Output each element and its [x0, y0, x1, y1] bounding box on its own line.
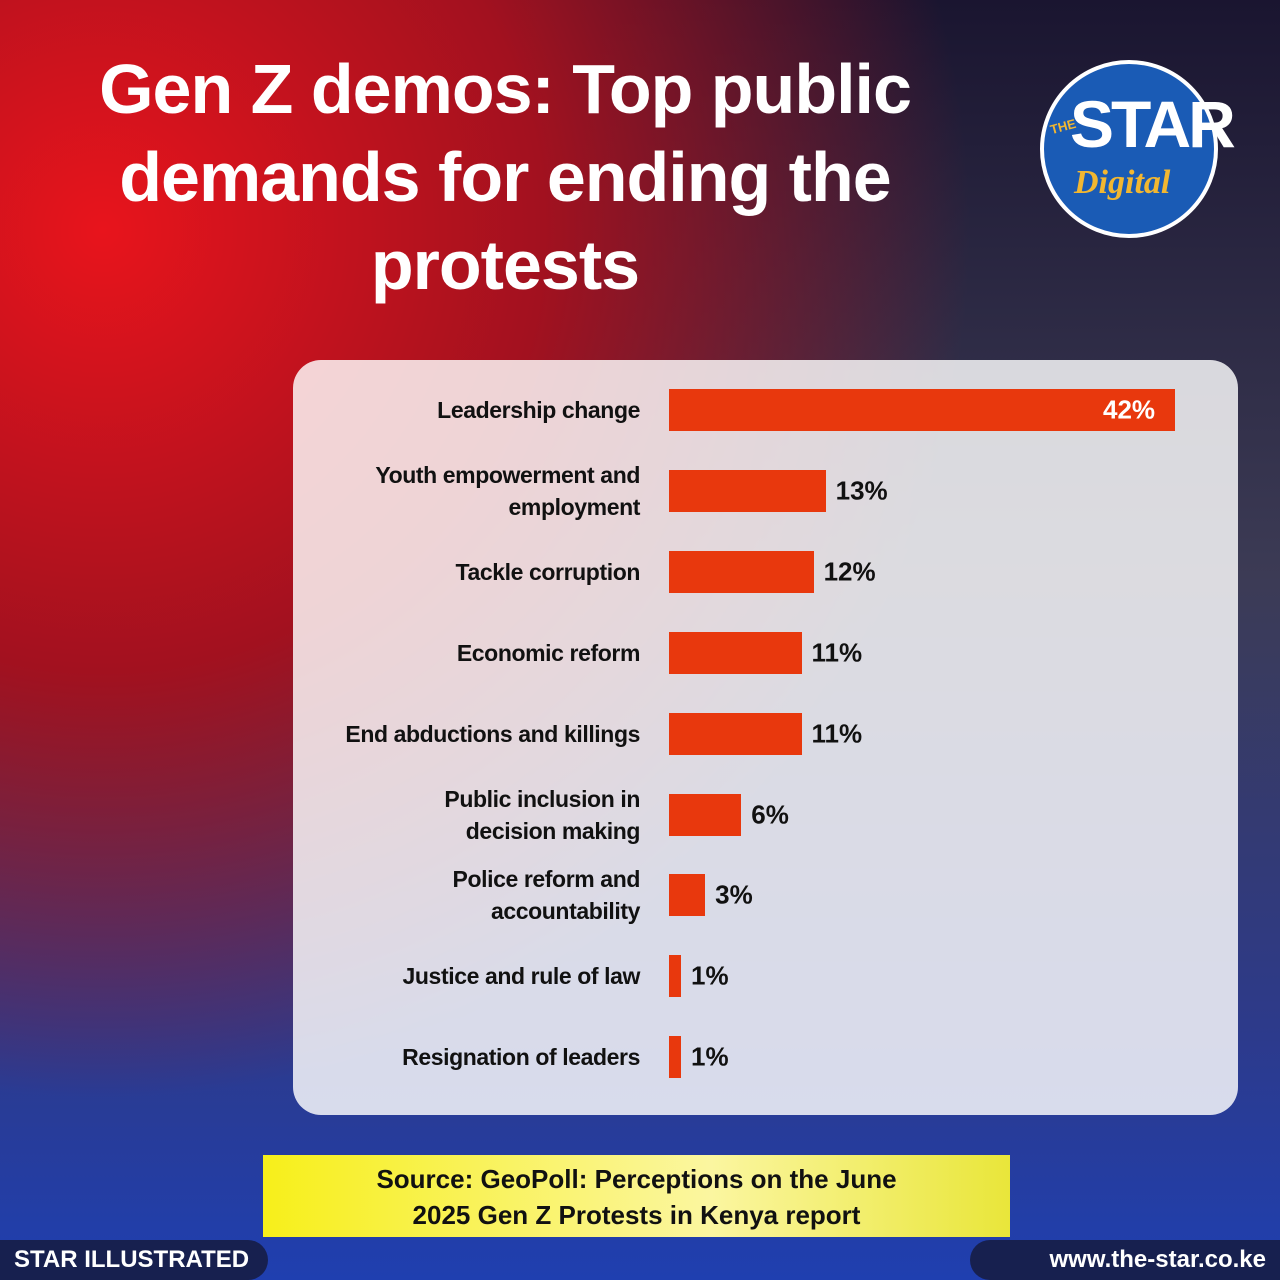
category-label: Tackle corruption [455, 558, 641, 585]
source: Source: GeoPoll: Perceptions on the June… [263, 1155, 1010, 1237]
category-label: Leadership change [437, 397, 640, 423]
footer-left: STAR ILLUSTRATED [0, 1240, 268, 1280]
category-label: Resignation of leaders [402, 1044, 640, 1071]
bar [669, 550, 814, 593]
bar [669, 874, 706, 917]
bar [669, 712, 802, 755]
bar [669, 793, 742, 836]
value-label: 11% [811, 637, 863, 668]
chart-title: Gen Z demos: Top public demands for endi… [99, 50, 912, 304]
bar [669, 631, 802, 674]
footer-right: www.the-star.co.ke [970, 1240, 1280, 1280]
value-label: 1% [691, 1041, 729, 1072]
category-label: Police reform and accountability [452, 866, 641, 925]
value-label: 1% [691, 960, 729, 991]
value-label: 13% [835, 475, 888, 506]
logo-star: STAR [1070, 87, 1236, 161]
category-label: Economic reform [456, 639, 641, 666]
category-label: Public inclusion in decision making [444, 785, 640, 844]
value-label: 12% [823, 556, 876, 587]
logo: THE STAR Digital [1040, 60, 1236, 238]
value-label: 11% [811, 718, 863, 749]
category-label: End abductions and killings [345, 720, 640, 747]
category-label: Youth empowerment and employment [375, 461, 640, 520]
logo-digital: Digital [1074, 164, 1171, 201]
bar [669, 469, 826, 512]
value-label: 42% [1103, 394, 1156, 425]
bar [669, 389, 1175, 431]
category-label: Justice and rule of law [402, 963, 641, 990]
bar [669, 1036, 682, 1079]
value-label: 3% [715, 879, 753, 910]
value-label: 6% [751, 799, 789, 829]
bar [669, 955, 682, 998]
